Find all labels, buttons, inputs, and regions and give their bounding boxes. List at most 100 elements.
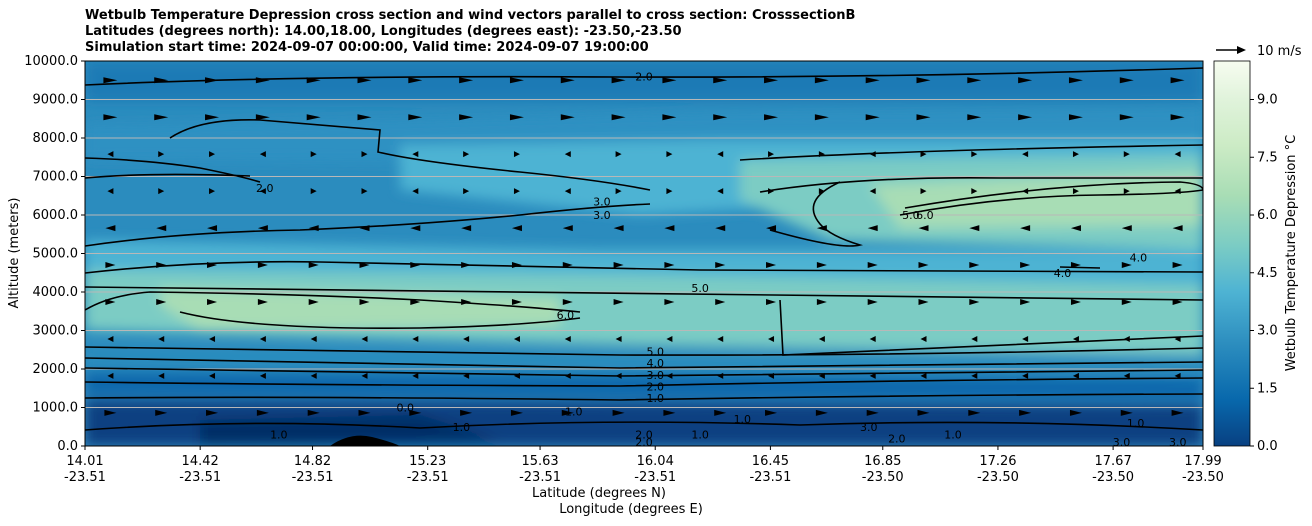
wind-arrow	[867, 299, 878, 306]
wind-arrow	[615, 151, 622, 158]
wind-arrow	[666, 151, 673, 158]
wind-arrow	[968, 409, 981, 416]
wind-arrow	[713, 77, 728, 84]
wind-arrow	[768, 372, 775, 379]
wind-arrow	[1174, 151, 1181, 158]
wind-arrow	[158, 372, 165, 379]
wind-arrow	[361, 188, 368, 195]
wind-arrow	[257, 299, 268, 306]
wind-arrow	[967, 114, 982, 121]
wind-arrow	[209, 188, 216, 195]
wind-arrow	[408, 114, 423, 121]
wind-arrow	[916, 114, 931, 121]
wind-arrow	[920, 372, 927, 379]
wind-arrow	[1068, 114, 1083, 121]
contour-line	[169, 119, 651, 191]
x-tick-label-lat: 15.63	[521, 454, 558, 469]
x-tick-label-lat: 17.26	[979, 454, 1016, 469]
wind-arrow	[155, 409, 168, 416]
wind-arrow	[768, 188, 775, 195]
wind-arrow	[969, 262, 980, 269]
wind-arrow	[103, 114, 118, 121]
x-tick-label-lon: -23.51	[634, 470, 676, 485]
x-tick-label-lon: -23.51	[292, 470, 334, 485]
contour-line	[85, 393, 1203, 401]
wind-arrow	[259, 151, 266, 158]
wind-arrow	[259, 335, 266, 342]
contour-line	[85, 173, 251, 179]
x-tick-label-lon: -23.50	[1182, 470, 1224, 485]
wind-arrow	[865, 114, 880, 121]
wind-arrow	[513, 151, 520, 158]
wind-arrow	[560, 77, 575, 84]
wind-arrow	[918, 225, 929, 232]
wind-arrow	[715, 262, 726, 269]
wind-arrow	[1020, 262, 1031, 269]
wind-arrow	[869, 372, 876, 379]
wind-arrow	[920, 335, 927, 342]
wind-arrow	[463, 372, 470, 379]
y-tick-label: 7000.0	[33, 170, 79, 185]
contour-line	[85, 357, 1203, 369]
x-tick-label-lon: -23.51	[407, 470, 449, 485]
wind-arrow	[156, 262, 167, 269]
wind-arrow	[460, 409, 473, 416]
contour-line	[739, 144, 1203, 161]
y-tick-label: 2000.0	[33, 362, 79, 377]
wind-arrow	[509, 77, 524, 84]
wind-arrow	[664, 299, 675, 306]
wind-arrow	[513, 335, 520, 342]
contour-line	[85, 203, 651, 247]
contour-label: 3.0	[646, 369, 664, 382]
wind-arrow	[410, 225, 421, 232]
contour-label: 3.0	[860, 421, 878, 434]
quiver-key: 10 m/s	[1216, 44, 1302, 59]
wind-arrow	[357, 114, 372, 121]
y-tick-label: 10000.0	[24, 54, 78, 69]
wind-arrow	[511, 262, 522, 269]
x-tick-label-lon: -23.51	[519, 470, 561, 485]
wind-arrow	[613, 299, 624, 306]
wind-arrow	[209, 151, 216, 158]
wind-arrow	[920, 188, 927, 195]
wind-arrow	[107, 188, 114, 195]
contour-label: 1.0	[453, 421, 471, 434]
wind-arrow	[207, 262, 218, 269]
wind-arrow	[1019, 409, 1032, 416]
wind-arrow	[511, 299, 522, 306]
wind-arrow	[1174, 188, 1181, 195]
wind-arrow	[412, 188, 419, 195]
wind-arrow	[766, 262, 777, 269]
wind-arrow	[359, 299, 370, 306]
x-tick-label-lon: -23.50	[977, 470, 1019, 485]
contour-label: 1.0	[270, 428, 288, 441]
x-tick-label-lat: 16.85	[864, 454, 901, 469]
y-tick-label: 6000.0	[33, 208, 79, 223]
wind-arrow	[459, 114, 474, 121]
wind-arrow	[1020, 299, 1031, 306]
contour-label: 6.0	[557, 309, 575, 322]
wind-arrow	[310, 188, 317, 195]
wind-arrow	[104, 409, 117, 416]
wind-arrow	[1121, 262, 1132, 269]
wind-vectors	[103, 77, 1185, 416]
wind-arrow	[1172, 262, 1183, 269]
wind-arrow	[615, 188, 622, 195]
wind-arrow	[818, 188, 825, 195]
colorbar-gradient	[1213, 60, 1251, 447]
wind-arrow	[713, 114, 728, 121]
wind-arrow	[1072, 151, 1079, 158]
wind-arrow	[207, 299, 218, 306]
y-tick-label: 3000.0	[33, 324, 79, 339]
wind-arrow	[1123, 372, 1130, 379]
wind-arrow	[1022, 335, 1029, 342]
wind-arrow	[308, 299, 319, 306]
wind-arrow	[1121, 299, 1132, 306]
wind-arrow	[917, 409, 930, 416]
wind-arrow	[717, 151, 724, 158]
wind-arrow	[509, 114, 524, 121]
contour-label: 3.0	[1169, 436, 1187, 449]
contour-line	[85, 291, 581, 313]
wind-arrow	[918, 262, 929, 269]
wind-arrow	[867, 225, 878, 232]
